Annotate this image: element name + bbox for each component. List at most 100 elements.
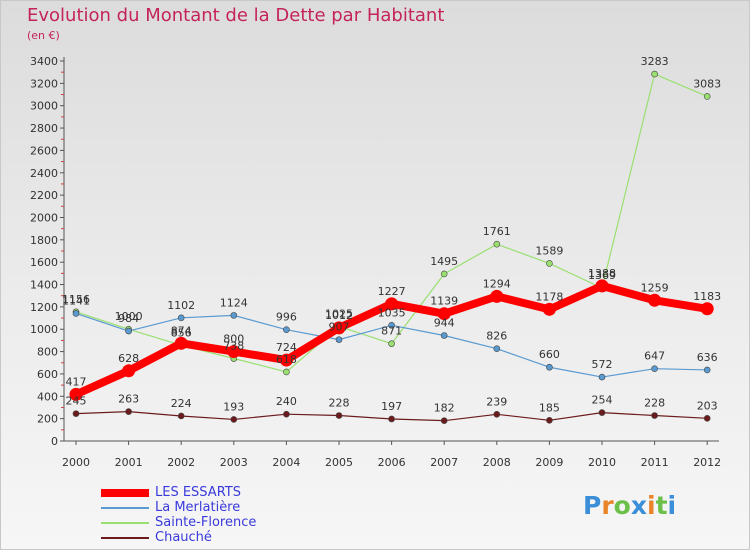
logo-letter: o xyxy=(613,491,631,520)
y-tick-label: 2800 xyxy=(30,122,58,135)
logo-letter: i xyxy=(647,491,656,520)
data-label: 628 xyxy=(118,352,139,365)
x-tick-label: 2003 xyxy=(220,456,248,469)
data-point xyxy=(703,366,711,374)
data-label: 871 xyxy=(381,325,402,338)
data-label: 738 xyxy=(223,340,244,353)
data-point xyxy=(388,322,395,329)
legend-label: LES ESSARTS xyxy=(155,485,241,500)
data-label: 1183 xyxy=(693,290,721,303)
data-point xyxy=(546,363,553,371)
data-point xyxy=(230,416,238,423)
data-label: 254 xyxy=(592,394,613,407)
data-label: 1025 xyxy=(325,307,353,320)
data-label: 800 xyxy=(223,333,244,346)
data-label: 3283 xyxy=(641,55,669,68)
data-point xyxy=(546,260,553,267)
y-tick-label: 0 xyxy=(51,435,58,448)
data-label: 1139 xyxy=(430,295,458,308)
y-tick-label: 3200 xyxy=(30,77,58,90)
data-label: 907 xyxy=(329,321,350,334)
data-label: 1294 xyxy=(483,277,511,290)
data-point xyxy=(388,415,395,423)
y-tick-label: 2600 xyxy=(30,144,58,157)
logo-letter: x xyxy=(630,491,647,520)
data-label: 1102 xyxy=(167,299,195,312)
y-tick-label: 2400 xyxy=(30,167,58,180)
x-tick-label: 2009 xyxy=(535,456,563,469)
data-label: 3083 xyxy=(693,77,721,90)
data-point xyxy=(335,336,343,343)
data-label: 1589 xyxy=(535,244,563,257)
data-point xyxy=(72,310,80,317)
data-label: 182 xyxy=(434,402,455,415)
data-point xyxy=(335,412,343,419)
data-point xyxy=(283,368,290,376)
y-tick-label: 1600 xyxy=(30,256,58,269)
y-tick-label: 1400 xyxy=(30,279,58,292)
data-point xyxy=(72,410,80,417)
data-label: 1369 xyxy=(588,269,616,282)
data-point xyxy=(595,279,609,293)
data-label: 197 xyxy=(381,400,402,413)
data-point xyxy=(385,297,399,311)
data-point xyxy=(598,373,606,381)
data-label: 1227 xyxy=(378,285,406,298)
x-tick-label: 2008 xyxy=(483,456,511,469)
data-point xyxy=(542,302,556,316)
data-point xyxy=(651,412,658,419)
data-label: 239 xyxy=(486,395,507,408)
legend-swatch xyxy=(101,522,149,524)
data-label: 1178 xyxy=(535,290,563,303)
data-point xyxy=(493,240,501,248)
y-tick-label: 400 xyxy=(37,390,58,403)
data-label: 1495 xyxy=(430,255,458,268)
data-point xyxy=(703,415,711,422)
data-label: 984 xyxy=(118,312,139,325)
data-label: 245 xyxy=(66,395,87,408)
x-tick-label: 2006 xyxy=(378,456,406,469)
x-tick-label: 2011 xyxy=(641,456,669,469)
y-tick-label: 1000 xyxy=(30,323,58,336)
data-point xyxy=(283,410,290,418)
logo-letter: i xyxy=(667,491,677,520)
data-label: 1156 xyxy=(62,293,90,306)
data-point xyxy=(546,417,553,424)
data-point xyxy=(648,293,662,307)
data-point xyxy=(125,408,132,415)
legend-label: La Merlatière xyxy=(155,500,241,515)
data-label: 1124 xyxy=(220,296,248,309)
data-point xyxy=(493,410,501,418)
data-point xyxy=(598,409,606,416)
y-tick-label: 800 xyxy=(37,346,58,359)
x-tick-label: 2004 xyxy=(272,456,300,469)
data-label: 1388 xyxy=(588,267,616,280)
legend-swatch xyxy=(101,537,149,539)
data-label: 826 xyxy=(486,330,507,343)
logo-letter: t xyxy=(655,491,668,520)
data-point xyxy=(69,387,83,401)
data-label: 647 xyxy=(644,350,665,363)
y-tick-label: 3000 xyxy=(30,100,58,113)
y-tick-label: 1200 xyxy=(30,301,58,314)
data-point xyxy=(651,365,658,372)
data-point xyxy=(227,345,241,359)
data-label: 1761 xyxy=(483,225,511,238)
data-label: 996 xyxy=(276,311,297,324)
data-point xyxy=(230,312,238,319)
legend-swatch xyxy=(101,507,149,509)
data-point xyxy=(125,327,132,335)
x-tick-label: 2002 xyxy=(167,456,195,469)
data-point xyxy=(440,332,448,339)
legend-label: Sainte-Florence xyxy=(155,515,257,530)
data-point xyxy=(283,326,290,333)
data-label: 240 xyxy=(276,395,297,408)
data-label: 572 xyxy=(592,358,613,371)
data-label: 1012 xyxy=(325,309,353,322)
x-tick-label: 2010 xyxy=(588,456,616,469)
data-label: 944 xyxy=(434,316,455,329)
data-label: 224 xyxy=(171,397,192,410)
logo-letter: r xyxy=(601,491,614,520)
